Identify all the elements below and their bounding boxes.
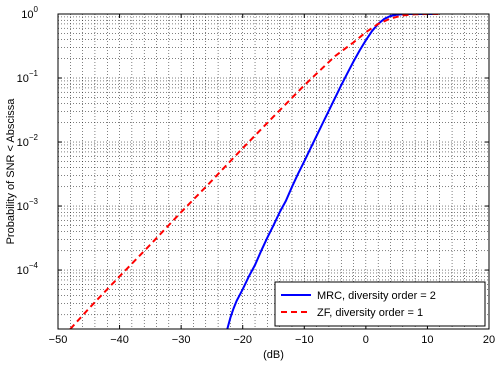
x-tick-label: −50 <box>49 334 68 346</box>
x-tick-label: −20 <box>233 334 252 346</box>
axis-ticks: −50 −40 −30 −20 −10 0 10 20 100 10−1 10−2 10−3 10−4 <box>17 5 496 346</box>
series-layer <box>69 14 440 329</box>
x-tick-label: −40 <box>110 334 129 346</box>
series-line-zf <box>69 14 440 329</box>
x-tick-label: 0 <box>363 334 369 346</box>
x-tick-label: 10 <box>421 334 433 346</box>
y-tick-label: 100 <box>21 5 38 21</box>
legend-label: ZF, diversity order = 1 <box>317 307 423 319</box>
x-axis-label: (dB) <box>263 349 284 361</box>
x-tick-label: −10 <box>295 334 314 346</box>
y-tick-label: 10−4 <box>17 261 39 277</box>
y-tick-label: 10−1 <box>17 69 39 85</box>
series-line-mrc <box>226 14 434 329</box>
x-tick-label: 20 <box>483 334 495 346</box>
legend-label: MRC, diversity order = 2 <box>317 290 436 302</box>
legend: MRC, diversity order = 2 ZF, diversity or… <box>274 281 486 327</box>
y-tick-label: 10−2 <box>17 133 39 149</box>
legend-box <box>274 281 486 327</box>
y-tick-label: 10−3 <box>17 197 39 213</box>
y-axis-label: Probability of SNR < Abscissa <box>5 98 17 245</box>
plot-frame <box>57 13 490 330</box>
x-tick-label: −30 <box>172 334 191 346</box>
